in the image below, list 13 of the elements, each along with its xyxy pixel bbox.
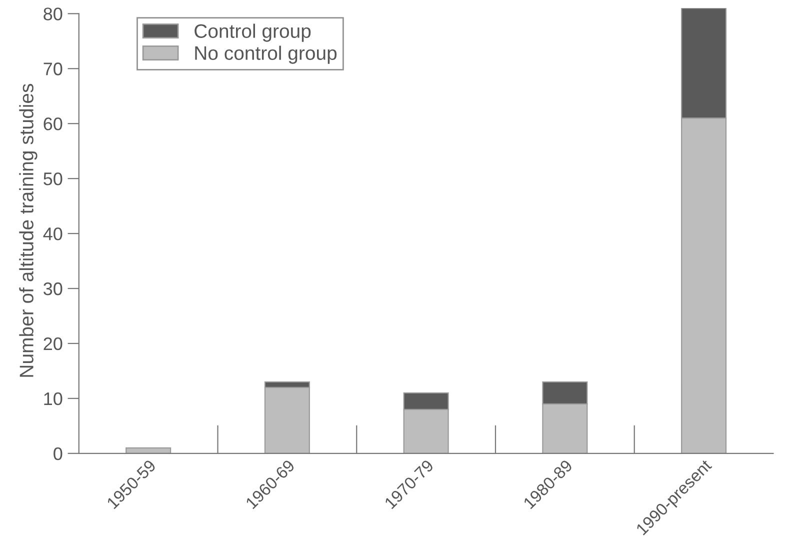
legend-label: No control group [195, 46, 337, 64]
y-tick-label: 20 [44, 337, 62, 350]
y-axis-title: Number of altitude training studies [19, 84, 38, 377]
y-tick-label: 50 [44, 172, 62, 186]
legend-label: Control group [194, 24, 311, 42]
y-tick-label: 0 [54, 447, 62, 460]
y-tick-label: 80 [44, 8, 62, 20]
bar [126, 447, 172, 454]
y-tick-label: 60 [44, 118, 62, 130]
y-tick-label: 40 [43, 227, 62, 240]
y-tick-label: 70 [44, 62, 62, 76]
y-tick-label: 30 [44, 282, 62, 296]
y-tick-label: 10 [44, 392, 62, 406]
